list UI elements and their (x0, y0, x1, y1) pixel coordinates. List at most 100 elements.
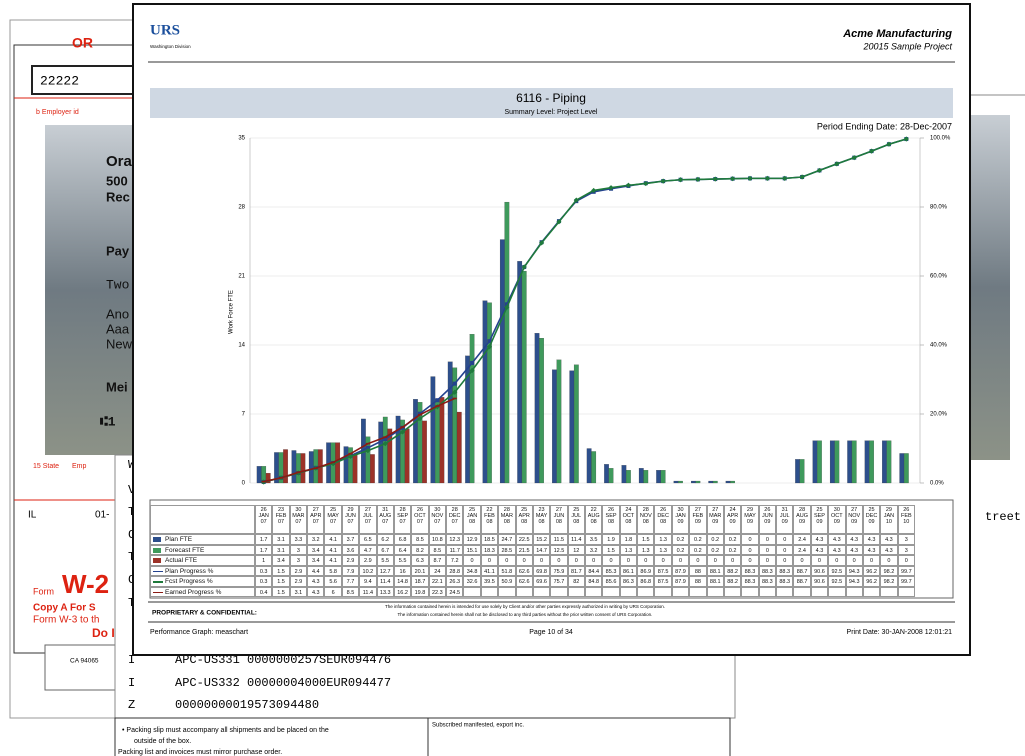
right-text: treet (985, 510, 1021, 524)
y-tick-label: 28 (238, 205, 245, 211)
bar (587, 449, 592, 484)
w2-top: OR (72, 35, 93, 51)
bar (457, 412, 462, 483)
w2-box-number: 22222 (40, 73, 79, 88)
bar (435, 399, 440, 483)
letter-photo (45, 125, 145, 455)
w2-emp: Emp (72, 463, 87, 470)
y2-tick-label: 80.0% (930, 205, 948, 211)
letter-city: Rec (106, 189, 130, 204)
point (453, 398, 457, 400)
y2-tick-label: 60.0% (930, 274, 948, 280)
chart-subtitle: Summary Level: Project Level (505, 109, 598, 116)
bar (535, 333, 540, 483)
letter-line: Ano (106, 306, 129, 321)
packing-text: • Packing slip must accompany all shipme… (122, 727, 329, 734)
bar (887, 441, 892, 483)
w2-num: 01- (95, 510, 109, 521)
division: Washington Division (150, 44, 191, 49)
bar (813, 441, 818, 483)
bar (830, 441, 835, 483)
bar (847, 441, 852, 483)
bar (674, 481, 679, 483)
letter-memo: Mei (106, 379, 128, 394)
point (331, 462, 335, 464)
bar (644, 470, 649, 483)
bar (296, 453, 301, 483)
point (435, 398, 439, 402)
bar (483, 301, 488, 483)
bar (835, 441, 840, 483)
client: Acme Manufacturing (842, 28, 952, 40)
logo: URS (150, 22, 180, 38)
w2-state: 15 State (33, 463, 59, 470)
bar (904, 453, 909, 483)
bar (370, 454, 375, 483)
y2-tick-label: 40.0% (930, 343, 948, 349)
bar (448, 362, 453, 483)
w2-do: Do I (92, 626, 115, 640)
bar (865, 441, 870, 483)
y2-tick-label: 100.0% (930, 136, 951, 142)
point (418, 414, 422, 416)
y-tick-label: 21 (238, 274, 245, 280)
list-row: APC-US332 00000004000EUR094477 (175, 676, 391, 690)
notice: The information contained herein shall n… (398, 612, 653, 617)
bar (713, 481, 718, 483)
bar (431, 377, 436, 483)
bar (353, 454, 358, 483)
bar (301, 453, 306, 483)
point (401, 426, 405, 428)
letter-line: New (106, 336, 133, 351)
letter-micr: ⑆1 (100, 414, 116, 429)
bar (656, 470, 661, 483)
bar (661, 470, 666, 483)
w2-w3: Form W-3 to th (33, 615, 100, 626)
packing-text: Subscribed manifested, export inc. (432, 723, 524, 729)
bar (505, 202, 510, 483)
bar (440, 397, 445, 483)
bar (552, 370, 557, 483)
right-photo (965, 115, 1010, 460)
scene: treet OR 22222 b Employer id 15 State Em… (0, 0, 1025, 756)
bar (470, 334, 475, 483)
bar (626, 470, 631, 483)
y-axis-label: Work Force FTE (229, 290, 235, 334)
page-number: Page 10 of 34 (529, 629, 573, 636)
point (314, 467, 318, 469)
bar (795, 459, 800, 483)
bar (405, 429, 410, 483)
point (366, 443, 370, 445)
w2-il: IL (28, 510, 37, 521)
bar (557, 360, 562, 483)
point (262, 481, 266, 483)
bar (522, 271, 527, 483)
bar (396, 416, 401, 483)
graph-name: Performance Graph: measchart (150, 629, 248, 636)
bar (800, 459, 805, 483)
letter-street: 500 (106, 173, 128, 188)
confidential: PROPRIETARY & CONFIDENTIAL: (152, 610, 257, 617)
bar (413, 399, 418, 483)
bar (283, 449, 288, 483)
bar (500, 240, 505, 483)
notice: The information contained herein is inte… (385, 604, 665, 609)
bar (900, 453, 905, 483)
point (383, 436, 387, 438)
list-row: 00000000019573094480 (175, 698, 319, 712)
bar (257, 466, 262, 483)
bar (708, 481, 713, 483)
w2-address: CA 94065 (70, 658, 99, 665)
bar (817, 441, 822, 483)
bar (292, 450, 297, 483)
w2-form-word: Form (33, 586, 54, 596)
point (349, 453, 353, 455)
y2-tick-label: 0.0% (930, 481, 944, 487)
letter-pay: Pay (106, 243, 130, 258)
letter-amount: Two (106, 277, 129, 292)
bar (609, 468, 614, 483)
bar (378, 422, 383, 483)
period: Period Ending Date: 28-Dec-2007 (817, 121, 952, 131)
y-tick-label: 35 (238, 136, 245, 142)
point (453, 382, 457, 386)
